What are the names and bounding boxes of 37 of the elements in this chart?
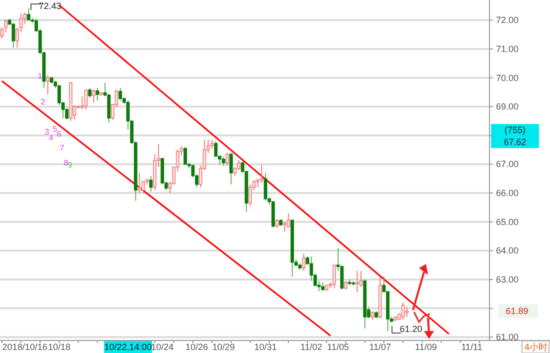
annotation: 8 <box>64 158 69 168</box>
y-tick-label: 67.00 <box>496 159 519 170</box>
annotation: 9 <box>68 160 73 170</box>
x-tick-label: 11/05 <box>327 342 350 352</box>
text: 61.89 <box>506 306 528 316</box>
x-tick-label: 11/02 <box>300 342 322 352</box>
x-tick-label: 11/11 <box>461 342 482 352</box>
y-tick-label: 64.00 <box>496 246 519 256</box>
y-tick-label: 63.00 <box>496 274 519 284</box>
x-tick-label: 11/07 <box>369 342 392 352</box>
x-tick-label: 10/18 <box>48 342 70 352</box>
y-tick-label: 70.00 <box>496 72 519 83</box>
x-tick-label: 10/26 <box>185 342 208 352</box>
x-tick-label: 2018/10/16 <box>2 342 48 352</box>
x-tick-label: 10/29 <box>212 342 235 352</box>
y-tick-label: 61.00 <box>496 332 519 342</box>
y-tick-label: 66.00 <box>496 188 519 198</box>
annotation: 7 <box>60 144 65 152</box>
annotation: 4 <box>48 134 54 142</box>
annotation: 72.43 <box>38 1 62 11</box>
annotation: 3 <box>44 128 50 136</box>
annotation: 5 <box>52 124 58 134</box>
annotation: 1 <box>38 72 43 80</box>
annotation: 2 <box>40 98 46 106</box>
y-tick-label: 71.00 <box>496 44 519 54</box>
annotation: 6 <box>56 130 62 138</box>
text: (755) <box>504 125 526 135</box>
x-tick-label: 11/09 <box>415 342 437 352</box>
text: 10/22,14:00 <box>104 342 152 352</box>
y-tick-label: 69.00 <box>496 102 519 112</box>
y-tick-label: 65.00 <box>496 216 519 227</box>
text: 4小时 <box>524 342 548 352</box>
x-tick-label: 10/24 <box>151 342 174 352</box>
x-tick-label: 10/31 <box>254 342 277 352</box>
annotation: 61.20 <box>400 324 422 334</box>
y-tick-label: 72.00 <box>496 15 519 26</box>
text: 67.62 <box>504 137 526 147</box>
